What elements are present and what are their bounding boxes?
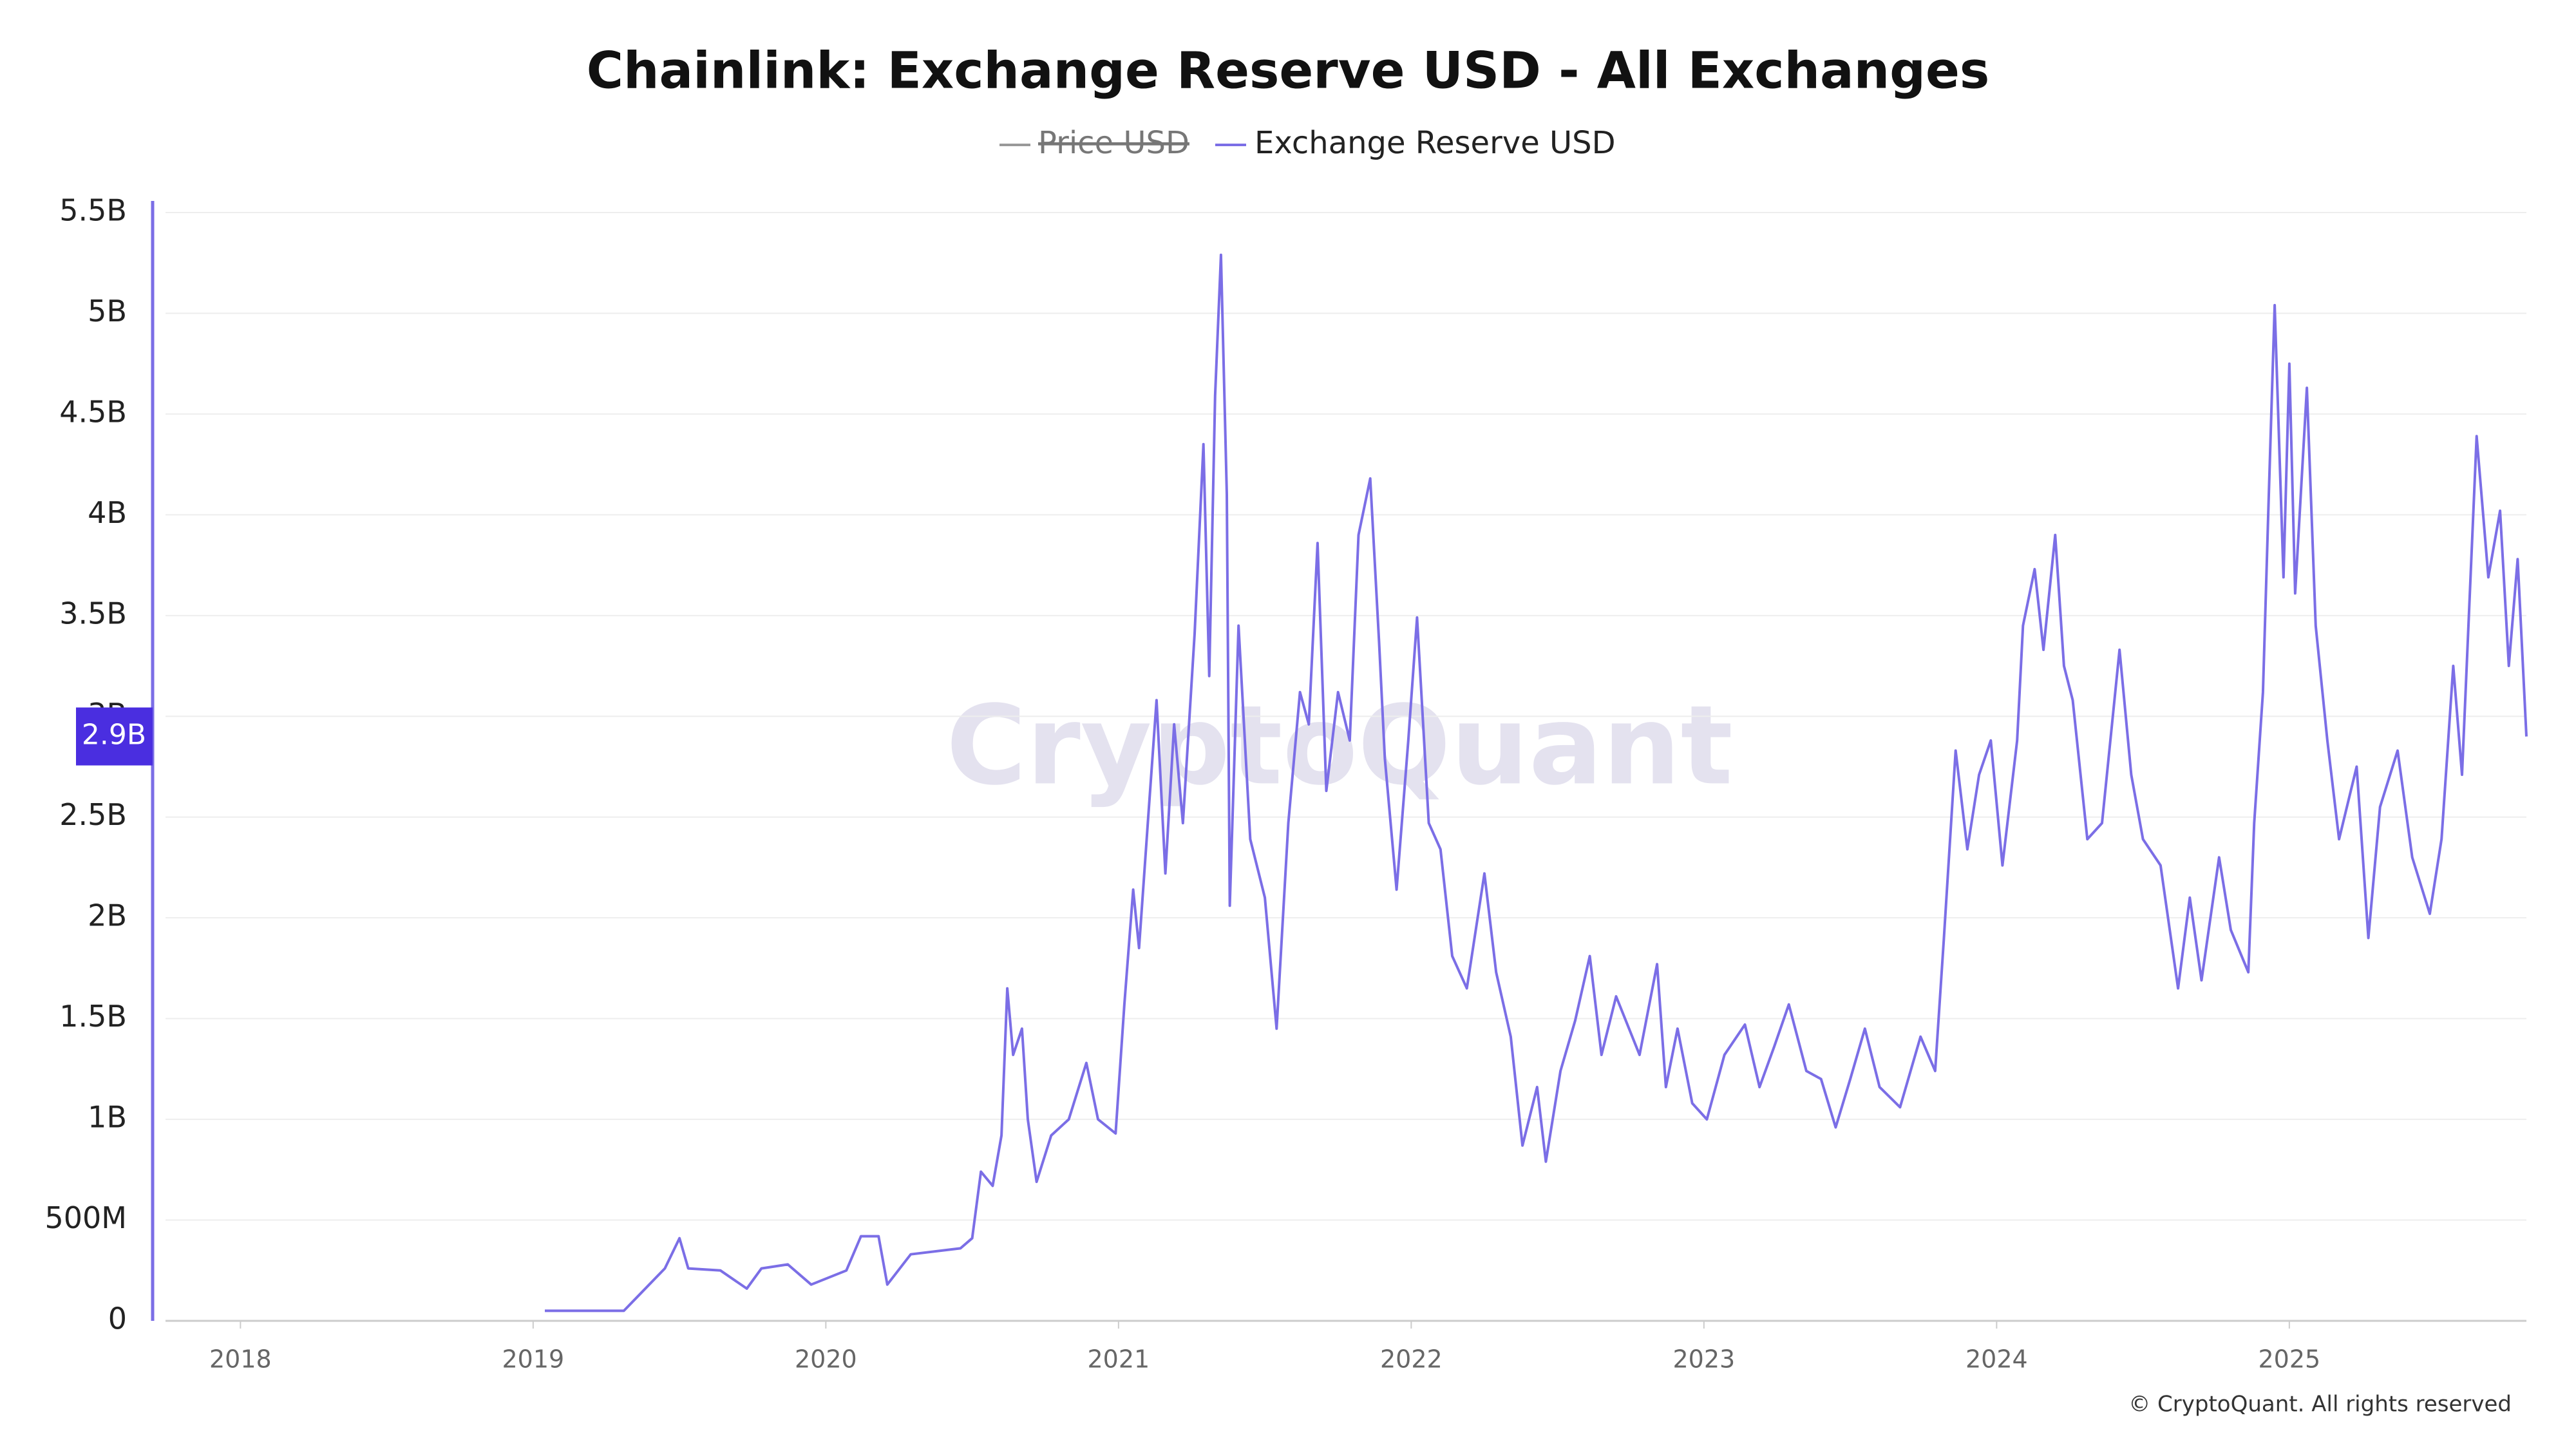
y-tick-label: 3.5B [59,596,127,630]
chart-title: Chainlink: Exchange Reserve USD - All Ex… [587,42,1990,100]
y-tick-label: 2B [88,898,127,933]
legend-item[interactable]: Exchange Reserve USD [1255,125,1616,161]
last-value-badge [76,707,153,766]
y-tick-label: 1.5B [59,999,127,1034]
x-tick-label: 2019 [502,1345,564,1374]
y-tick-label: 0 [108,1302,127,1336]
series-line [545,253,2528,1312]
x-tick-label: 2020 [795,1345,857,1374]
y-tick-label: 2.5B [59,797,127,832]
x-tick-label: 2021 [1087,1345,1150,1374]
last-value-label: 2.9B [82,719,146,752]
footer: © CryptoQuant. All rights reserved [2128,1392,2512,1417]
y-tick-label: 5B [88,294,127,328]
y-tick-label: 500M [45,1200,128,1235]
y-tick-label: 1B [88,1100,127,1135]
legend-item[interactable]: Price USD [1038,125,1189,161]
y-tick-label: 4B [88,495,127,530]
x-tick-label: 2018 [209,1345,272,1374]
y-tick-label: 5.5B [59,193,127,228]
y-tick-label: 4.5B [59,394,127,429]
x-tick-label: 2025 [2258,1345,2320,1374]
x-tick-label: 2023 [1672,1345,1735,1374]
x-tick-label: 2024 [1965,1345,2028,1374]
x-tick-label: 2022 [1380,1345,1443,1374]
